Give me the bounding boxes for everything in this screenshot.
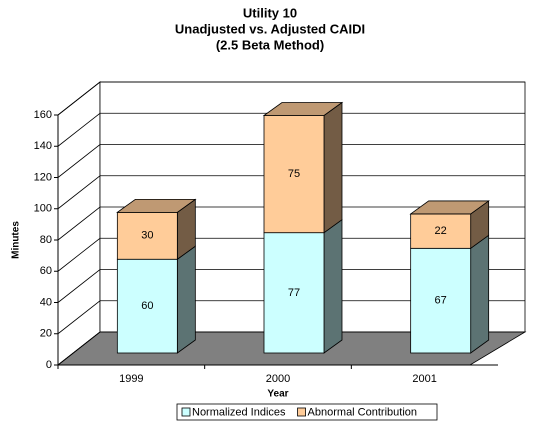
grid-line — [57, 175, 525, 210]
bar — [263, 115, 325, 234]
data-label: 22 — [435, 225, 447, 237]
y-tick-label: 160 — [34, 109, 52, 121]
bar-side — [176, 245, 196, 354]
legend-swatch — [181, 407, 191, 417]
bar — [116, 211, 178, 260]
y-tick-label: 40 — [40, 296, 52, 308]
grid-line — [57, 237, 525, 272]
data-label: 77 — [288, 287, 300, 299]
y-tick-label: 140 — [34, 140, 52, 152]
chart-title: Utility 10 — [243, 5, 297, 20]
x-tick-label: 2001 — [412, 373, 436, 385]
grid-line — [57, 269, 525, 303]
legend-box — [176, 403, 438, 421]
bar — [410, 247, 472, 354]
bar-top — [116, 198, 197, 213]
x-tick-label: 1999 — [119, 373, 143, 385]
bar-side — [470, 234, 490, 354]
grid-line — [57, 300, 525, 335]
grid-line — [57, 206, 525, 241]
y-tick-label: 100 — [34, 203, 52, 215]
bar-top — [409, 200, 490, 215]
y-tick-label: 0 — [46, 359, 52, 371]
legend-swatch — [297, 407, 306, 417]
y-axis-title: Minutes — [11, 221, 22, 259]
grid-line — [57, 144, 525, 178]
grid-line — [57, 112, 525, 147]
data-label: 60 — [141, 300, 153, 312]
bar — [263, 232, 325, 354]
data-label: 75 — [288, 168, 300, 180]
y-tick-label: 20 — [40, 328, 52, 340]
data-label: 30 — [141, 230, 153, 242]
y-tick-label: 60 — [40, 265, 52, 277]
bar-side — [323, 101, 343, 234]
bar — [116, 258, 178, 354]
grid-line — [57, 331, 525, 366]
legend-label: Abnormal Contribution — [308, 406, 417, 418]
x-axis-title: Year — [267, 389, 288, 400]
y-tick-label: 120 — [34, 171, 52, 183]
bar-side — [323, 218, 343, 354]
bar-top — [262, 102, 344, 116]
y-tick-label: 80 — [40, 234, 52, 246]
chart-title: Unadjusted vs. Adjusted CAIDI — [175, 21, 365, 36]
x-tick-label: 2000 — [266, 373, 290, 385]
data-label: 67 — [435, 295, 447, 307]
grid-line — [57, 81, 525, 116]
legend-label: Normalized Indices — [192, 406, 286, 418]
chart-title: (2.5 Beta Method) — [216, 37, 324, 52]
